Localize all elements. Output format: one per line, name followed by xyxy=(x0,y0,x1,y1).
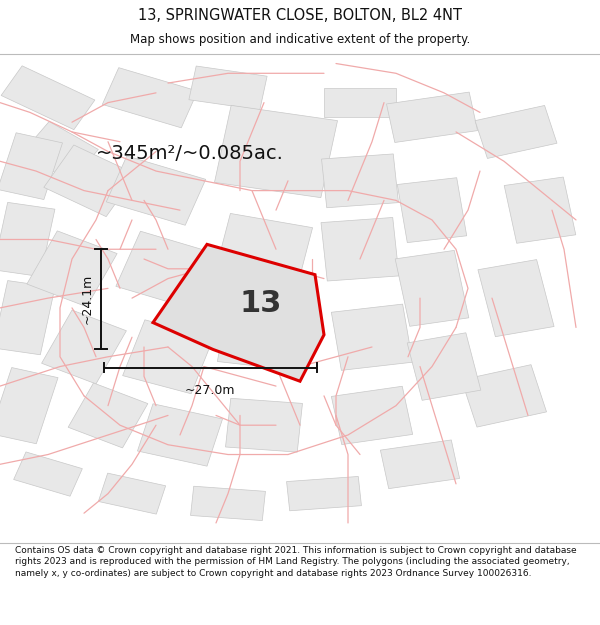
Polygon shape xyxy=(386,92,478,142)
Polygon shape xyxy=(380,440,460,489)
Polygon shape xyxy=(217,303,311,371)
Polygon shape xyxy=(22,121,98,181)
Text: 13: 13 xyxy=(240,289,282,318)
Polygon shape xyxy=(68,383,148,448)
Polygon shape xyxy=(1,66,95,129)
Polygon shape xyxy=(103,68,197,128)
Polygon shape xyxy=(395,251,469,326)
Polygon shape xyxy=(504,177,576,243)
Text: ~345m²/~0.085ac.: ~345m²/~0.085ac. xyxy=(96,144,284,164)
Polygon shape xyxy=(98,473,166,514)
Polygon shape xyxy=(324,88,396,118)
Polygon shape xyxy=(0,368,58,444)
Text: Map shows position and indicative extent of the property.: Map shows position and indicative extent… xyxy=(130,33,470,46)
Polygon shape xyxy=(41,310,127,384)
Polygon shape xyxy=(189,66,267,110)
Text: Contains OS data © Crown copyright and database right 2021. This information is : Contains OS data © Crown copyright and d… xyxy=(15,546,577,578)
Polygon shape xyxy=(321,217,399,281)
Polygon shape xyxy=(287,476,361,511)
Polygon shape xyxy=(137,404,223,466)
Polygon shape xyxy=(0,132,62,199)
Text: ~24.1m: ~24.1m xyxy=(81,274,94,324)
Polygon shape xyxy=(226,398,302,452)
Polygon shape xyxy=(116,231,208,306)
Polygon shape xyxy=(331,304,413,371)
Polygon shape xyxy=(215,214,313,285)
Polygon shape xyxy=(322,154,398,208)
Polygon shape xyxy=(214,106,338,198)
Polygon shape xyxy=(0,281,55,355)
Text: 13, SPRINGWATER CLOSE, BOLTON, BL2 4NT: 13, SPRINGWATER CLOSE, BOLTON, BL2 4NT xyxy=(138,8,462,22)
Polygon shape xyxy=(331,386,413,444)
Polygon shape xyxy=(106,156,206,225)
Polygon shape xyxy=(122,320,214,394)
Polygon shape xyxy=(0,202,55,277)
Polygon shape xyxy=(478,259,554,337)
Polygon shape xyxy=(407,332,481,401)
Polygon shape xyxy=(44,145,136,217)
Polygon shape xyxy=(14,452,82,496)
Polygon shape xyxy=(475,106,557,158)
Polygon shape xyxy=(397,177,467,242)
Polygon shape xyxy=(461,364,547,427)
Polygon shape xyxy=(27,231,117,307)
Polygon shape xyxy=(153,244,324,381)
Text: ~27.0m: ~27.0m xyxy=(185,384,236,398)
Polygon shape xyxy=(191,486,265,521)
